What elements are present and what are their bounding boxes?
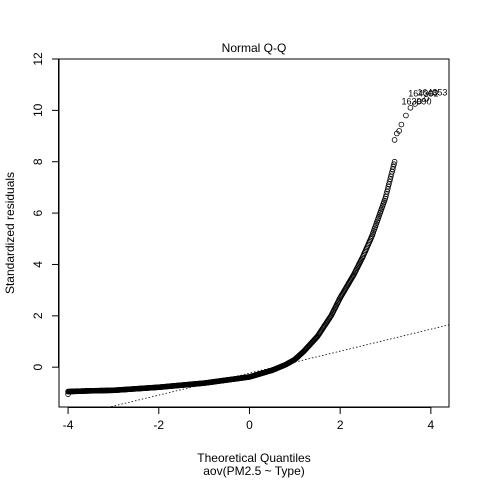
outlier-point — [83, 388, 90, 394]
x-tick-label: 2 — [337, 418, 344, 432]
outlier-point — [65, 391, 71, 397]
plot-frame — [58, 58, 450, 408]
point-label: 164301 — [408, 89, 438, 99]
x-axis-subtitle: aov(PM2.5 ~ Type) — [203, 464, 305, 478]
outlier-point — [412, 101, 418, 107]
x-tick-label: -2 — [153, 418, 164, 432]
x-tick-label: 4 — [428, 418, 435, 432]
residual-point — [383, 191, 390, 197]
outlier-point — [398, 121, 405, 128]
residual-point — [386, 181, 392, 187]
residual-points — [65, 89, 439, 397]
residual-point — [391, 158, 398, 165]
x-axis-title: Theoretical Quantiles — [197, 451, 310, 465]
outlier-point — [416, 98, 423, 105]
x-tick-label: 0 — [246, 418, 253, 432]
y-tick-label: 8 — [31, 158, 45, 165]
y-tick-label: 6 — [31, 209, 45, 216]
residual-point — [385, 183, 392, 190]
outlier-point — [396, 128, 402, 134]
residual-point — [384, 186, 391, 192]
residual-point — [388, 171, 395, 177]
y-tick-label: 4 — [31, 261, 45, 268]
residual-point — [389, 168, 395, 175]
y-tick-label: 0 — [31, 364, 45, 371]
outlier-point — [391, 137, 398, 143]
outlier-point — [407, 105, 414, 111]
y-tick-label: 2 — [31, 312, 45, 319]
outlier-point — [432, 89, 439, 96]
y-axis-title: Standardized residuals — [3, 172, 17, 294]
residual-point — [384, 188, 390, 195]
residual-point — [386, 178, 393, 185]
residual-point — [391, 161, 397, 168]
y-tick-label: 12 — [31, 52, 45, 66]
y-axis: 0 2 4 6 8 10 12 — [31, 52, 59, 371]
point-label: 163990 — [401, 96, 431, 106]
residual-point — [390, 163, 397, 170]
outlier-point — [403, 112, 409, 119]
chart-title: Normal Q-Q — [222, 41, 287, 55]
residual-point — [387, 176, 393, 182]
x-axis: -4 -2 0 2 4 — [63, 407, 435, 432]
residual-point — [382, 193, 389, 200]
x-tick-label: -4 — [63, 418, 74, 432]
residual-point — [389, 166, 396, 173]
y-tick-label: 10 — [31, 103, 45, 117]
residual-point — [388, 173, 394, 180]
point-label: 164353 — [417, 87, 447, 97]
outlier-point — [423, 96, 430, 102]
